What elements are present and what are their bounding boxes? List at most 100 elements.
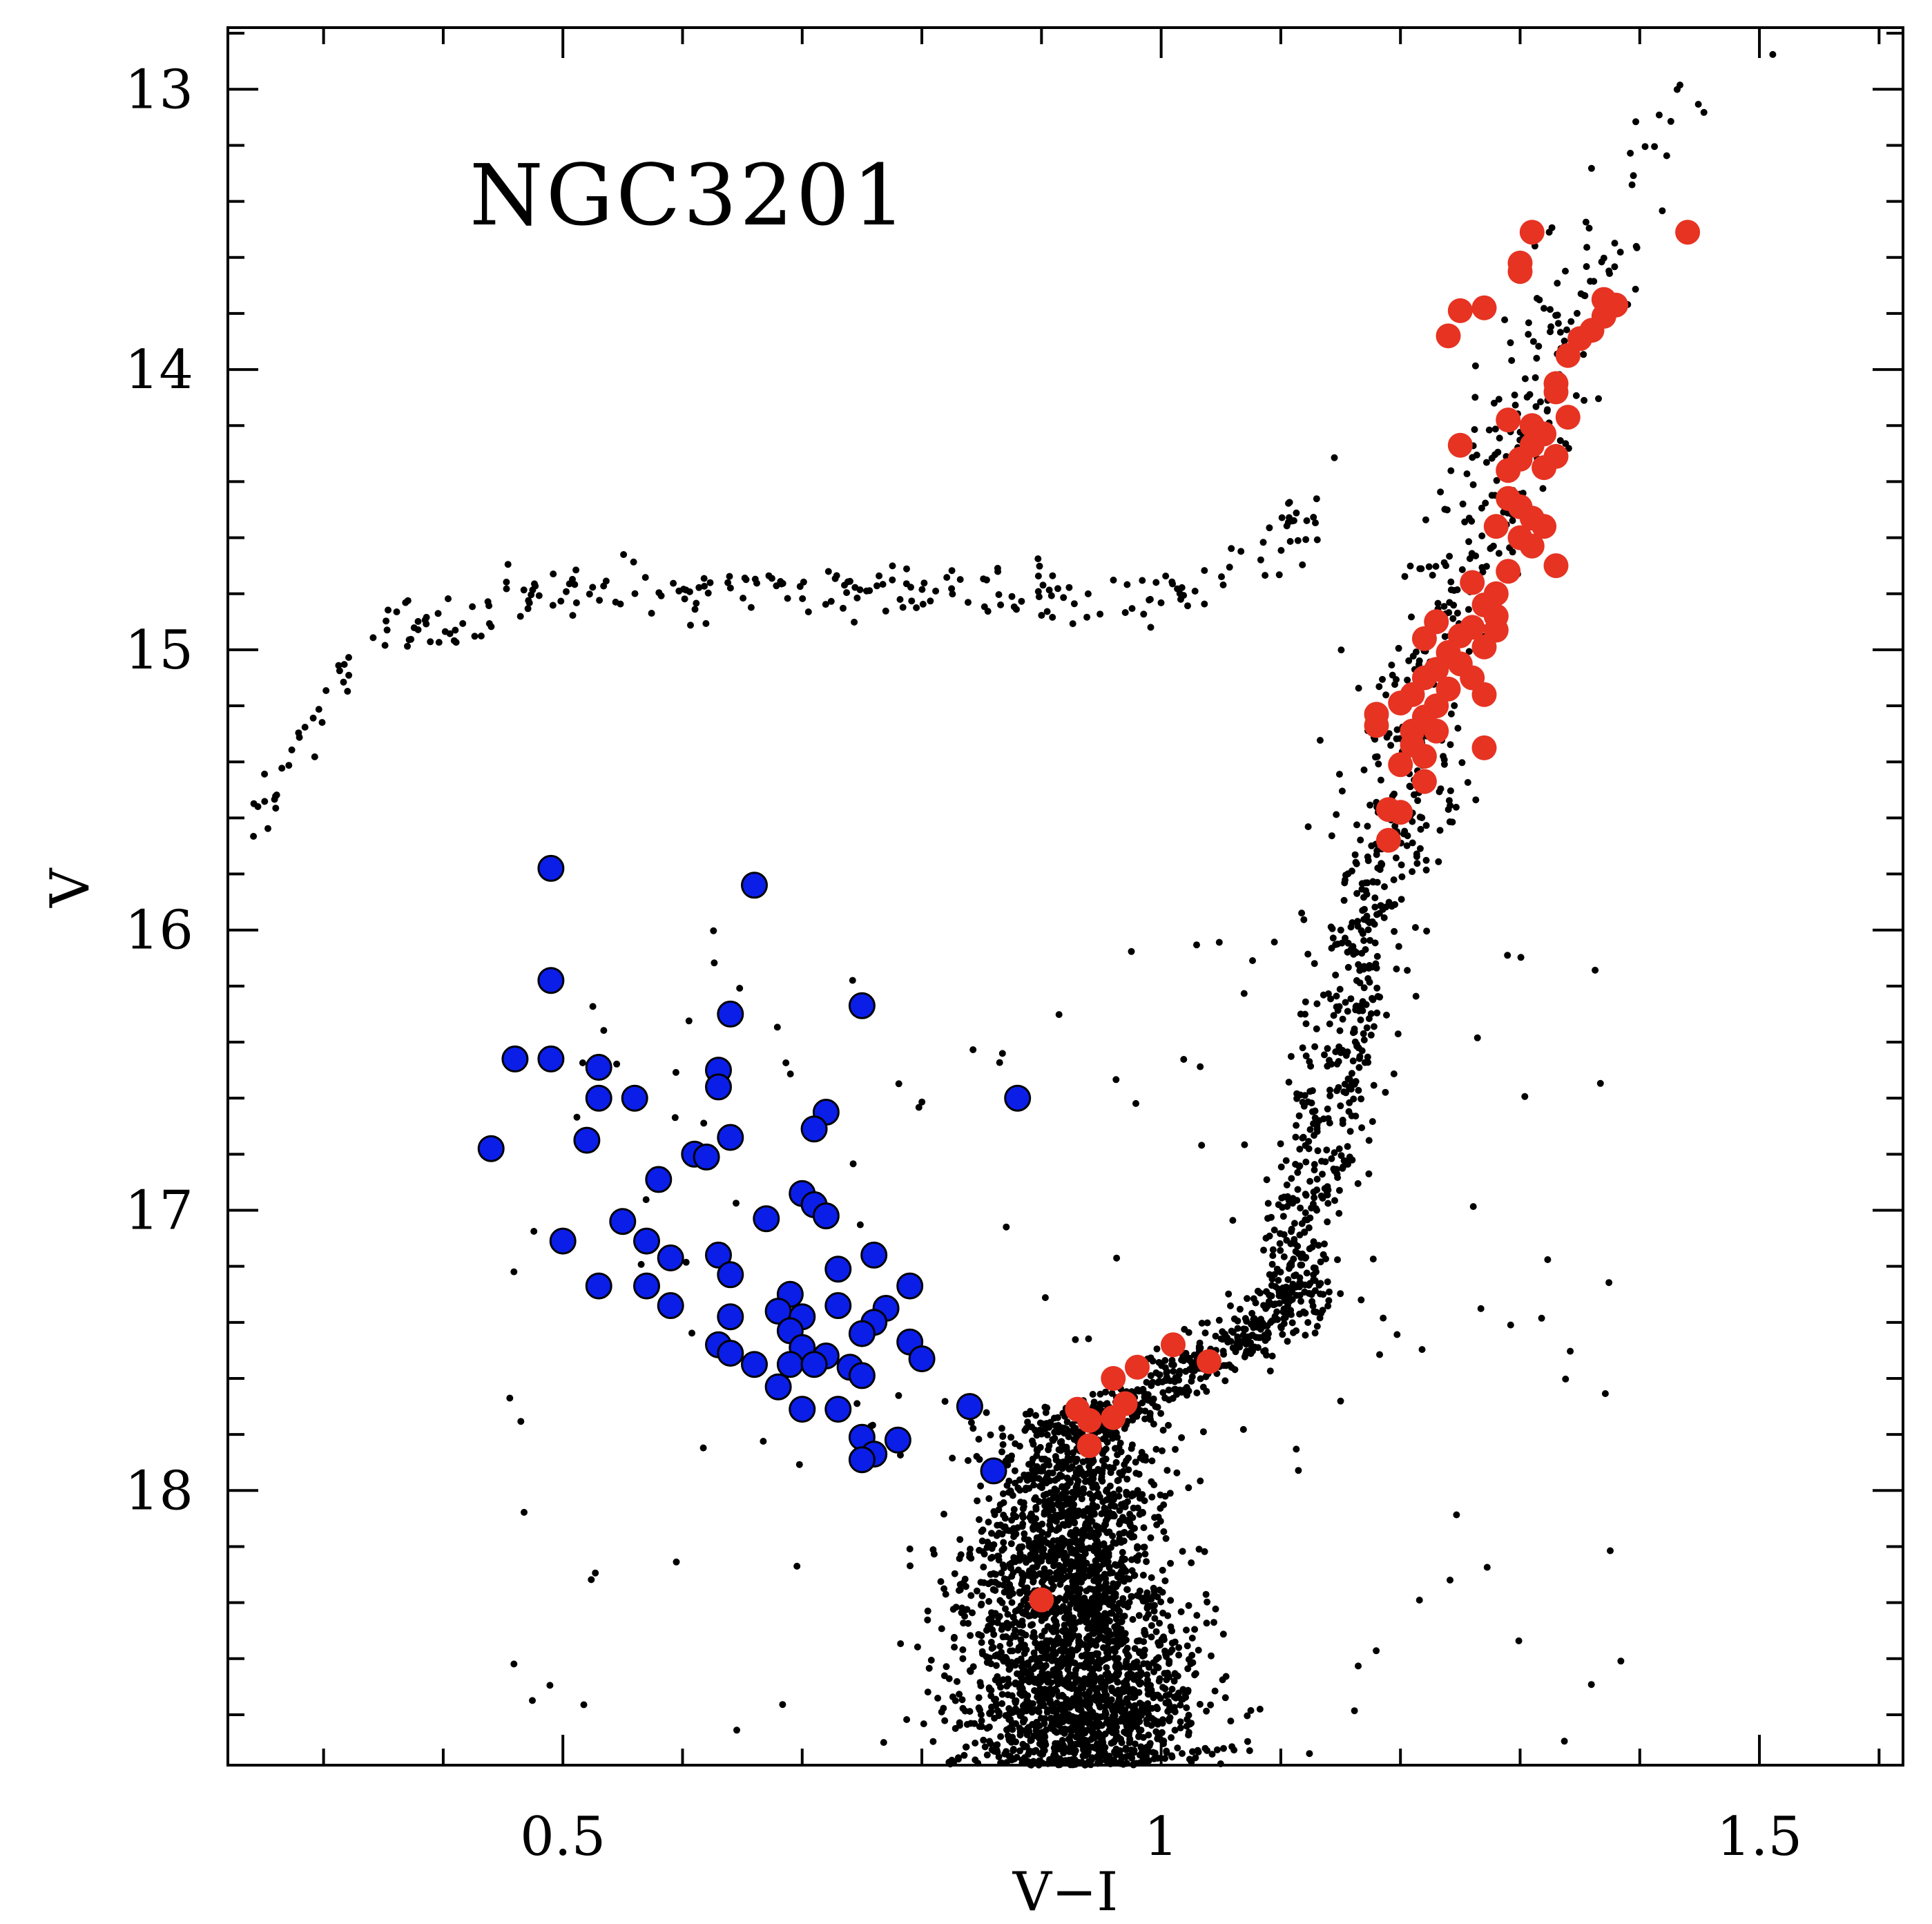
field-star-point — [1321, 1051, 1328, 1059]
field-star-point — [1085, 1680, 1092, 1688]
field-star-point — [980, 1736, 987, 1744]
field-star-point — [1007, 1647, 1014, 1655]
field-star-point — [1308, 1298, 1316, 1305]
field-star-point — [569, 612, 577, 619]
field-star-point — [1076, 1617, 1084, 1625]
field-star-point — [985, 1622, 992, 1630]
field-star-point — [1540, 305, 1547, 312]
field-star-point — [1032, 1503, 1040, 1511]
field-star-point — [1092, 1715, 1099, 1722]
field-star-point — [1179, 1750, 1186, 1758]
field-star-point — [1554, 280, 1561, 287]
field-star-point — [974, 1497, 981, 1505]
field-star-point — [1288, 1296, 1296, 1303]
field-star-point — [1544, 1256, 1552, 1263]
field-star-point — [940, 1510, 947, 1518]
field-star-point — [1239, 1425, 1247, 1433]
field-star-point — [786, 1070, 794, 1078]
field-star-point — [853, 1400, 861, 1407]
field-star-point — [1611, 240, 1619, 247]
field-star-point — [1057, 1424, 1065, 1432]
field-star-point — [990, 1541, 998, 1548]
field-star-point — [1129, 1514, 1137, 1521]
field-star-point — [985, 1597, 993, 1605]
field-star-point — [1201, 600, 1208, 608]
field-star-point — [1000, 1523, 1007, 1531]
field-star-point — [1491, 425, 1499, 433]
field-star-point — [1065, 1433, 1072, 1441]
field-star-point — [1418, 814, 1426, 822]
field-star-point — [600, 1027, 608, 1035]
field-star-point — [1052, 1752, 1059, 1760]
field-star-point — [1337, 1152, 1345, 1160]
field-star-point — [525, 599, 533, 606]
field-star-point — [1059, 1654, 1066, 1662]
field-star-point — [1083, 1651, 1091, 1659]
field-star-point — [1302, 1052, 1310, 1059]
field-star-point — [1361, 905, 1368, 913]
field-star-point — [1147, 1372, 1155, 1379]
field-star-point — [1007, 1585, 1015, 1593]
field-star-point — [1324, 1278, 1331, 1286]
field-star-point — [1092, 1567, 1100, 1575]
field-star-point — [1303, 1269, 1311, 1277]
field-star-point — [1360, 916, 1368, 923]
field-star-point — [1369, 1256, 1377, 1263]
field-star-point — [998, 1050, 1006, 1057]
field-star-point — [977, 1682, 985, 1690]
field-star-point — [985, 1495, 993, 1502]
field-star-point — [521, 1508, 528, 1516]
field-star-point — [1109, 1597, 1117, 1605]
field-star-point — [1161, 1647, 1168, 1655]
field-star-point — [992, 1610, 999, 1617]
field-star-point — [799, 595, 806, 602]
field-star-point — [1331, 1197, 1338, 1204]
field-star-point — [1324, 1045, 1331, 1052]
field-star-point — [1084, 1692, 1092, 1700]
field-star-point — [1279, 1331, 1286, 1338]
field-star-point — [520, 586, 528, 594]
field-star-point — [1392, 854, 1400, 862]
red-member-point — [1507, 446, 1533, 472]
field-star-point — [1215, 1316, 1223, 1324]
field-star-point — [1308, 1204, 1315, 1212]
field-star-point — [995, 1753, 1003, 1760]
blue-straggler-point — [800, 1351, 828, 1378]
field-star-point — [381, 642, 389, 649]
field-star-point — [563, 588, 570, 595]
field-star-point — [1315, 1242, 1322, 1249]
field-star-point — [1068, 1682, 1076, 1689]
field-star-point — [1154, 1403, 1161, 1411]
field-star-point — [1453, 1511, 1460, 1519]
field-star-point — [1074, 1740, 1082, 1748]
field-star-point — [641, 574, 649, 581]
field-star-point — [1105, 1627, 1112, 1635]
field-star-point — [1141, 1543, 1148, 1551]
field-star-point — [1369, 878, 1377, 885]
field-star-point — [1508, 357, 1516, 364]
field-star-point — [1197, 1063, 1204, 1070]
field-star-point — [1085, 1675, 1093, 1682]
field-star-point — [949, 1454, 956, 1462]
field-star-point — [672, 1068, 679, 1076]
field-star-point — [1156, 1371, 1163, 1378]
field-star-point — [1394, 1030, 1402, 1038]
field-star-point — [1632, 118, 1639, 126]
field-star-point — [1273, 1265, 1281, 1273]
field-star-point — [1313, 1322, 1321, 1330]
field-star-point — [1364, 822, 1371, 830]
field-star-point — [1458, 566, 1466, 573]
field-star-point — [1554, 311, 1561, 319]
field-star-point — [535, 592, 543, 599]
field-star-point — [1085, 1335, 1092, 1343]
field-star-point — [1029, 1700, 1036, 1707]
field-star-point — [967, 1418, 975, 1426]
field-star-point — [1370, 1081, 1378, 1089]
field-star-point — [1147, 1534, 1155, 1541]
field-star-point — [1561, 1738, 1568, 1745]
field-star-point — [1277, 1247, 1284, 1254]
field-star-point — [1114, 1477, 1121, 1485]
field-star-point — [1334, 1256, 1341, 1264]
field-star-point — [918, 586, 926, 593]
field-star-point — [1227, 1338, 1235, 1345]
